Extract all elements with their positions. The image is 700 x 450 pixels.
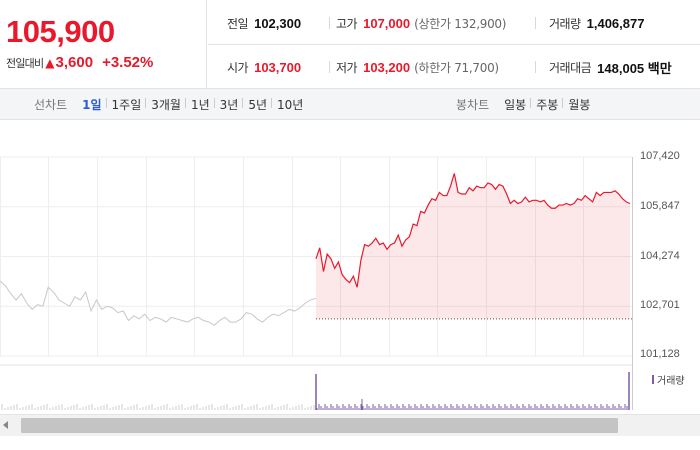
y-tick-label: 105,847 — [640, 200, 680, 212]
change-caption: 전일대비 — [6, 56, 44, 70]
candle-chart-label: 봉차트 — [456, 98, 490, 112]
stat-value: 103,700 — [254, 59, 302, 75]
period-3-month[interactable]: 3개월 — [145, 96, 186, 113]
line-chart-group: 선차트 1일 1주일 3개월 1년 3년 5년 10년 — [34, 89, 308, 120]
change-percent: +3.52% — [102, 54, 154, 71]
y-tick-label: 107,420 — [640, 150, 680, 162]
stats-divider — [208, 44, 700, 45]
stat-label: 저가 — [336, 60, 358, 75]
candle-weekly[interactable]: 주봉 — [530, 96, 563, 113]
stat-label: 거래대금 — [549, 60, 592, 75]
candle-chart-group: 봉차트 일봉 주봉 월봉 — [456, 89, 595, 120]
price-chart: 107,420 105,847 104,274 102,701 101,128 … — [0, 120, 700, 410]
current-price-box: 105,900 전일대비 ▲ 3,600 +3.52% — [0, 0, 207, 89]
today-price-line — [315, 173, 631, 288]
volume-legend-swatch — [652, 375, 654, 384]
stat-value: 103,200 — [363, 59, 411, 75]
volume-legend: 거래량 — [652, 372, 685, 387]
stat-value: 148,005 백만 — [597, 60, 672, 76]
stat-trade-value: 거래대금 148,005 백만 — [549, 58, 672, 76]
scroll-thumb[interactable] — [21, 418, 618, 433]
stat-sub: (상한가 132,900) — [414, 16, 507, 31]
stat-open: 시가 103,700 — [227, 58, 301, 76]
previous-day-line — [0, 280, 317, 326]
change-row: 전일대비 ▲ 3,600 +3.52% — [6, 54, 153, 71]
candle-monthly[interactable]: 월봉 — [562, 96, 595, 113]
stat-volume: 거래량 1,406,877 — [549, 14, 644, 32]
stat-label: 시가 — [227, 60, 249, 75]
price-chart-canvas — [0, 156, 633, 410]
stat-high: 고가 107,000 (상한가 132,900) — [336, 14, 506, 32]
stat-separator — [535, 61, 536, 73]
stat-separator — [329, 17, 330, 29]
price-area-fill — [316, 173, 630, 319]
period-1-week[interactable]: 1주일 — [105, 96, 147, 113]
current-price: 105,900 — [6, 14, 115, 49]
y-tick-label: 101,128 — [640, 348, 680, 360]
stat-separator — [535, 17, 536, 29]
chart-toolbar: 선차트 1일 1주일 3개월 1년 3년 5년 10년 봉차트 일봉 주봉 월봉 — [0, 89, 700, 120]
stat-low: 저가 103,200 (하한가 71,700) — [336, 58, 499, 76]
scroll-left-arrow-icon[interactable] — [3, 421, 8, 429]
stat-label: 전일 — [227, 16, 249, 31]
stat-label: 고가 — [336, 16, 358, 31]
period-10-year[interactable]: 10년 — [271, 96, 308, 113]
up-triangle-icon: ▲ — [45, 55, 55, 70]
line-chart-label: 선차트 — [34, 98, 68, 112]
stats-grid: 전일 102,300 고가 107,000 (상한가 132,900) 거래량 … — [208, 0, 700, 89]
stat-value: 107,000 — [363, 15, 411, 31]
stat-value: 1,406,877 — [586, 15, 645, 31]
volume-legend-label: 거래량 — [657, 376, 685, 387]
change-amount: 3,600 — [55, 54, 94, 71]
candle-daily[interactable]: 일봉 — [504, 98, 527, 112]
period-5-year[interactable]: 5년 — [242, 96, 272, 113]
chart-scrollbar[interactable] — [0, 414, 700, 436]
y-tick-label: 102,701 — [640, 299, 680, 311]
stat-prev-close: 전일 102,300 — [227, 14, 301, 32]
y-tick-label: 104,274 — [640, 250, 680, 262]
period-1-year[interactable]: 1년 — [184, 96, 215, 113]
stat-value: 102,300 — [254, 15, 302, 31]
quote-panel: 105,900 전일대비 ▲ 3,600 +3.52% 전일 102,300 고… — [0, 0, 700, 89]
period-1-day[interactable]: 1일 — [82, 98, 102, 112]
stat-sub: (하한가 71,700) — [414, 60, 499, 75]
stat-separator — [329, 61, 330, 73]
period-3-year[interactable]: 3년 — [213, 96, 244, 113]
stat-label: 거래량 — [549, 16, 581, 31]
